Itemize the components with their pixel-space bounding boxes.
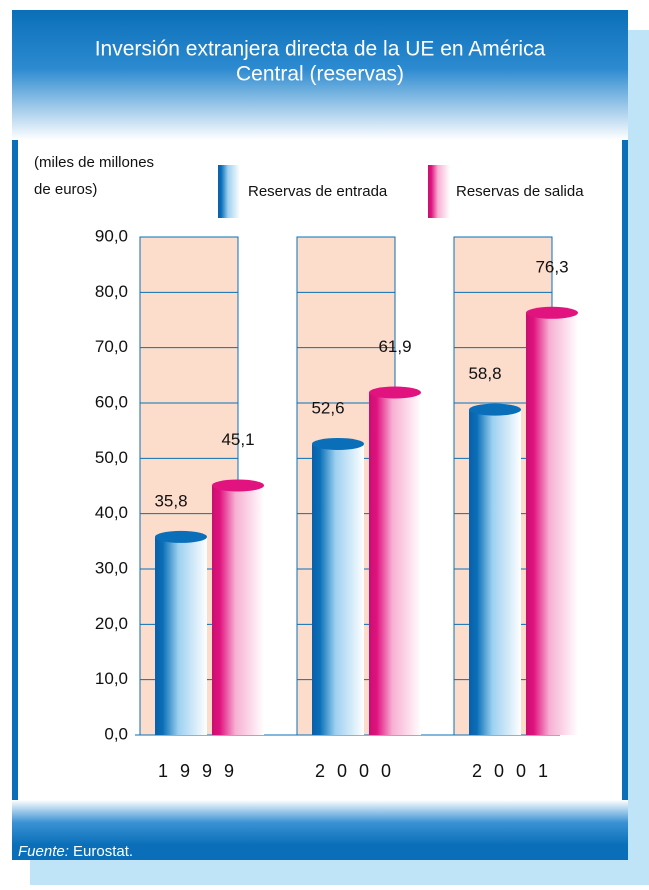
bar xyxy=(469,409,521,735)
value-label: 76,3 xyxy=(535,257,568,276)
legend-swatch xyxy=(218,165,240,218)
y-tick-label: 60,0 xyxy=(95,392,128,411)
legend-label: Reservas de entrada xyxy=(248,183,388,200)
value-label: 61,9 xyxy=(378,337,411,356)
y-axis-label: (miles de millones xyxy=(34,154,154,171)
source-text: Eurostat. xyxy=(73,843,133,860)
x-tick-label: 2000 xyxy=(315,761,403,781)
value-label: 35,8 xyxy=(154,491,187,510)
value-label: 58,8 xyxy=(468,364,501,383)
chart-title: Inversión extranjera directa de la UE en… xyxy=(95,38,546,61)
y-tick-label: 90,0 xyxy=(95,226,128,245)
y-tick-label: 50,0 xyxy=(95,448,128,467)
y-tick-label: 10,0 xyxy=(95,669,128,688)
chart-title: Central (reservas) xyxy=(236,63,404,86)
legend-swatch xyxy=(428,165,450,218)
bar xyxy=(526,312,578,735)
bar xyxy=(155,536,207,735)
bar-top xyxy=(526,306,578,319)
y-tick-label: 40,0 xyxy=(95,503,128,522)
footer-band xyxy=(12,800,628,845)
x-tick-label: 2001 xyxy=(472,761,560,781)
y-tick-label: 30,0 xyxy=(95,558,128,577)
bar-top xyxy=(312,437,364,450)
source-label: Fuente: xyxy=(18,843,69,860)
bar-top xyxy=(155,530,207,543)
x-tick-label: 1999 xyxy=(158,761,246,781)
y-axis-label: de euros) xyxy=(34,181,97,198)
legend-label: Reservas de salida xyxy=(456,183,584,200)
bar-top xyxy=(469,403,521,416)
value-label: 45,1 xyxy=(221,430,254,449)
source: Fuente: Eurostat. xyxy=(18,843,133,860)
bar xyxy=(369,392,421,735)
title-band xyxy=(12,10,628,140)
value-label: 52,6 xyxy=(311,398,344,417)
y-tick-label: 20,0 xyxy=(95,614,128,633)
y-tick-label: 0,0 xyxy=(104,724,128,743)
bar xyxy=(212,485,264,735)
bar-top xyxy=(369,386,421,399)
y-tick-label: 80,0 xyxy=(95,282,128,301)
bar xyxy=(312,443,364,735)
bar-top xyxy=(212,479,264,492)
y-tick-label: 70,0 xyxy=(95,337,128,356)
